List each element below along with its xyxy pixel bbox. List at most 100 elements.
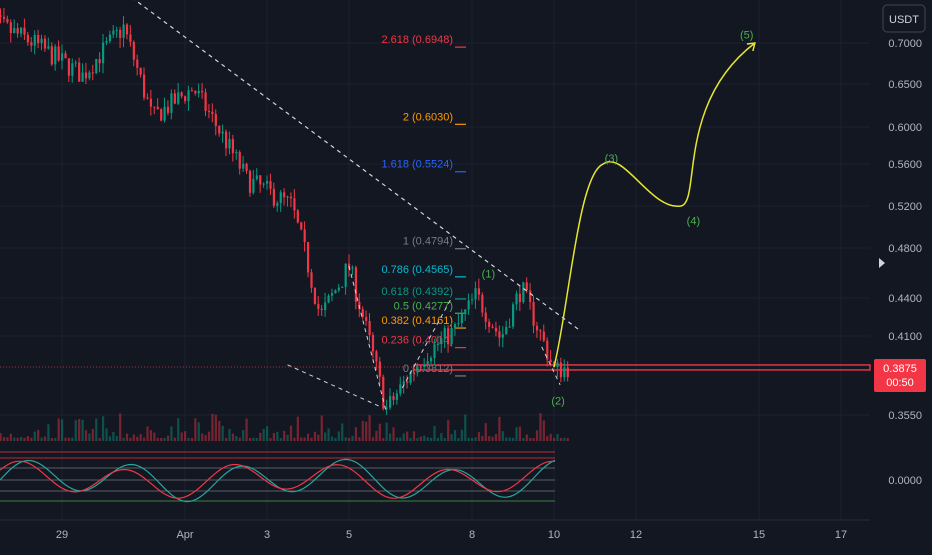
volume-bar: [378, 423, 381, 441]
volume-bar: [218, 420, 221, 441]
volume-bar: [132, 434, 135, 441]
fib-level-label: 0.786 (0.4565): [381, 264, 453, 276]
fibonacci-extension[interactable]: 2.618 (0.6948) 2 (0.6030) 1.618 (0.5524) 1 …: [381, 34, 466, 377]
volume-bar: [112, 431, 115, 441]
volume-bar: [190, 438, 194, 441]
candle: [184, 96, 187, 102]
candle: [286, 196, 289, 198]
volume-bar: [98, 437, 101, 441]
candle: [190, 90, 194, 92]
volume-bar: [488, 436, 491, 441]
volume-bar: [47, 424, 50, 441]
volume-bar: [197, 422, 200, 441]
candle: [303, 229, 306, 243]
volume-bar: [505, 437, 508, 441]
volume-bar: [9, 433, 12, 441]
candle: [221, 131, 224, 134]
grid: [0, 0, 870, 520]
volume-bar: [447, 419, 450, 441]
volume-bar: [57, 418, 60, 441]
candle: [289, 196, 293, 199]
wedge-trendline: [348, 266, 387, 411]
support-box: [413, 364, 871, 371]
volume-bar: [354, 427, 358, 441]
candle: [341, 286, 344, 288]
volume-bar: [392, 427, 395, 441]
scroll-right-icon[interactable]: [879, 258, 885, 268]
oscillator-signal: [0, 458, 556, 503]
candle: [508, 326, 511, 328]
candle: [505, 326, 508, 335]
volume-bar: [409, 437, 412, 441]
volume-bar: [204, 434, 207, 441]
current-price: 0.3875: [883, 363, 917, 375]
candle: [136, 59, 139, 68]
candle: [214, 114, 217, 126]
volume-bar: [238, 437, 241, 441]
volume-bar: [95, 418, 98, 441]
volume-bar: [13, 437, 16, 441]
volume-bar: [146, 426, 149, 441]
trendlines[interactable]: [132, 0, 579, 411]
volume-bar: [402, 433, 405, 441]
candle: [542, 331, 545, 341]
price-tick-label: 0.5600: [888, 159, 922, 171]
volume-bar: [358, 437, 361, 441]
candle: [501, 334, 504, 338]
volume-bar: [276, 431, 279, 441]
candle: [201, 90, 204, 93]
candle: [61, 53, 64, 61]
volume-bar: [115, 436, 118, 441]
price-tick-label: 0.3550: [888, 410, 922, 422]
volume-bar: [84, 430, 88, 441]
time-tick-label: 3: [264, 529, 270, 541]
volume-bar: [43, 436, 47, 441]
candle: [37, 34, 40, 44]
volume-bar: [416, 437, 419, 441]
candle: [559, 362, 563, 378]
wave-projection[interactable]: (1) (2) (3) (4) (5): [482, 29, 756, 407]
candle: [365, 317, 368, 321]
candle: [207, 110, 211, 112]
volume-bar: [211, 413, 214, 441]
candle: [276, 203, 279, 206]
volume-bar: [266, 426, 269, 441]
candle: [395, 393, 399, 400]
volume-bar: [105, 428, 108, 441]
volume-bar: [566, 437, 569, 441]
volume-bar: [26, 436, 30, 441]
time-tick-label: 8: [469, 529, 475, 541]
volume-bar: [303, 437, 306, 441]
candle: [460, 314, 463, 324]
candle: [354, 267, 358, 302]
candle: [2, 16, 6, 19]
volume-bar: [286, 434, 289, 441]
currency-button[interactable]: USDT: [882, 4, 926, 33]
candle: [122, 24, 125, 38]
candle: [389, 396, 392, 408]
volume-bar: [539, 413, 542, 441]
candle: [283, 192, 286, 198]
volume-bar: [71, 437, 74, 441]
volume-bar: [91, 428, 94, 441]
volume-bar: [460, 429, 463, 441]
volume-bar: [81, 419, 84, 441]
price-tick-label: 0.4100: [888, 331, 922, 343]
candle: [211, 111, 214, 115]
candle: [149, 98, 153, 107]
volume-bar: [74, 420, 77, 441]
candle: [266, 181, 269, 184]
candle: [269, 181, 272, 189]
volume-bar: [300, 437, 303, 441]
candle: [50, 46, 53, 65]
candle: [498, 331, 501, 338]
candle: [320, 308, 323, 310]
candle: [423, 364, 426, 367]
volume-bar: [2, 437, 6, 441]
candle: [344, 263, 347, 287]
volume-bar: [269, 437, 272, 441]
candle: [252, 178, 255, 193]
volume-bar: [385, 422, 388, 441]
